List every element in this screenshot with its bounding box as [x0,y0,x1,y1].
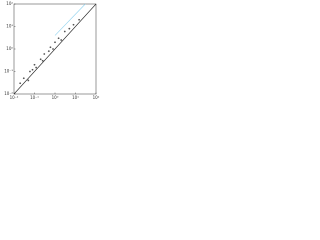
y-tick-label: 10² [6,1,13,6]
point [49,46,52,49]
chart: 10⁻² 10⁻¹ 10⁰ 10¹ 10² 10⁻² 10⁻¹ 10⁰ 10¹ 10² [4,1,100,100]
point [43,53,46,55]
point [68,27,71,30]
reference-line [54,3,86,36]
y-tick-label: 10⁰ [6,46,13,51]
point [39,58,42,61]
point [33,63,36,66]
reference-line [13,3,97,95]
y-tick-label: 10⁻² [4,91,13,96]
x-tick-label: 10¹ [72,95,79,100]
point [35,66,38,69]
point [78,18,81,21]
x-tick-label: 10⁻² [10,95,19,100]
x-tick-label: 10⁻¹ [30,95,39,100]
point [41,59,44,62]
point [54,41,56,44]
point [27,79,30,82]
point [60,39,63,41]
x-tick-label: 10² [93,95,100,100]
point [47,50,50,53]
y-tick-label: 10⁻¹ [4,69,13,74]
point [19,82,22,85]
point [63,30,66,33]
point [52,48,54,50]
point [57,37,60,40]
x-tick-label: 10⁰ [52,95,59,100]
point [72,23,75,26]
point [22,77,25,80]
point [31,68,34,71]
point [29,70,31,73]
y-tick-label: 10¹ [6,24,13,29]
